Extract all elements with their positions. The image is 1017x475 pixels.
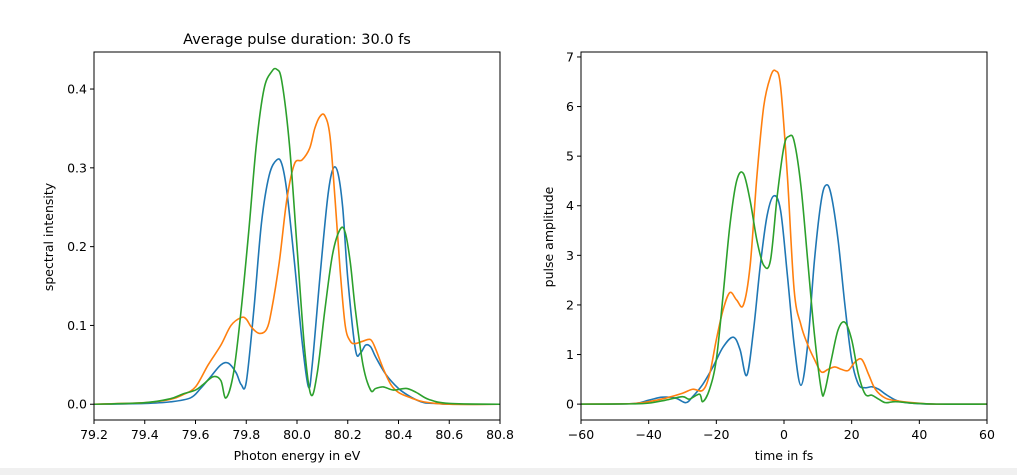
series-line-c0	[94, 158, 500, 406]
y-tick-label: 0.1	[67, 318, 87, 333]
x-tick-label: 80.4	[385, 427, 413, 442]
x-ticks-pulse: −60 −40 −20 0 20 40 60	[568, 420, 995, 442]
x-tick-label: −40	[635, 427, 661, 442]
x-tick-label: −60	[568, 427, 594, 442]
x-tick-label: 60	[979, 427, 995, 442]
series-line-c1	[581, 69, 987, 406]
y-tick-label: 0.4	[67, 82, 87, 97]
x-tick-label: 80.8	[486, 427, 514, 442]
y-tick-label: 0.2	[67, 239, 87, 254]
axes-spectrum: Average pulse duration: 30.0 fs 79.2 79.4…	[41, 32, 514, 463]
y-axis-label: spectral intensity	[41, 182, 56, 291]
y-ticks-pulse: 0 1 2 3 4 5 6 7	[566, 49, 581, 412]
series-line-c2	[581, 134, 987, 406]
series-line-c2	[94, 67, 500, 406]
window-bottom-strip	[0, 468, 1017, 475]
series-line-c0	[581, 183, 987, 405]
y-tick-label: 4	[566, 198, 574, 213]
chart-title: Average pulse duration: 30.0 fs	[183, 32, 411, 48]
y-tick-label: 5	[566, 149, 574, 164]
series-line-c1	[94, 113, 500, 406]
y-ticks-spectrum: 0.0 0.1 0.2 0.3 0.4	[67, 82, 94, 412]
y-tick-label: 3	[566, 248, 574, 263]
plot-area-pulse	[580, 51, 988, 421]
y-tick-label: 0	[566, 397, 574, 412]
x-ticks-spectrum: 79.2 79.4 79.6 79.8 80.0 80.2 80.4 80.6 80.8	[80, 420, 514, 442]
x-tick-label: 79.4	[131, 427, 159, 442]
y-tick-label: 1	[566, 347, 574, 362]
x-tick-label: 80.6	[435, 427, 463, 442]
x-tick-label: −20	[703, 427, 729, 442]
x-axis-label: time in fs	[755, 448, 814, 463]
x-tick-label: 79.2	[80, 427, 108, 442]
x-tick-label: 40	[911, 427, 927, 442]
x-tick-label: 79.8	[232, 427, 260, 442]
y-tick-label: 2	[566, 297, 574, 312]
x-tick-label: 0	[780, 427, 788, 442]
x-axis-label: Photon energy in eV	[234, 448, 361, 463]
y-axis-label: pulse amplitude	[541, 186, 556, 287]
x-tick-label: 80.2	[334, 427, 362, 442]
axes-pulse: −60 −40 −20 0 20 40 60 0 1 2 3 4 5 6 7 time in fs pul…	[541, 49, 995, 463]
y-tick-label: 0.0	[67, 397, 87, 412]
x-tick-label: 20	[844, 427, 860, 442]
x-tick-label: 79.6	[182, 427, 210, 442]
y-tick-label: 7	[566, 49, 574, 64]
y-tick-label: 0.3	[67, 160, 87, 175]
plot-area-spectrum	[93, 51, 501, 421]
y-tick-label: 6	[566, 99, 574, 114]
x-tick-label: 80.0	[283, 427, 311, 442]
